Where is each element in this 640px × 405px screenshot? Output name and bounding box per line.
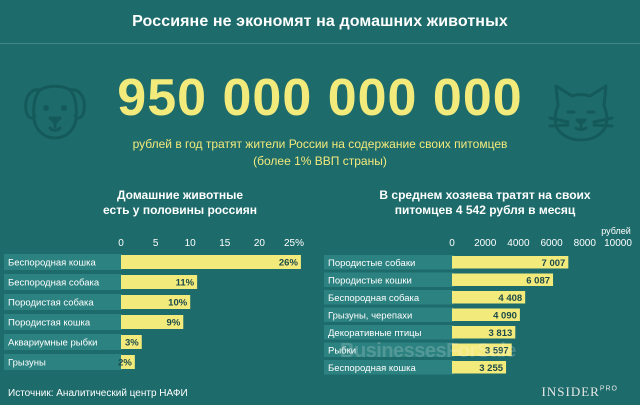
chart1-category-band [4, 354, 122, 370]
chart1-category-band [4, 294, 122, 310]
chart1-title-line2: есть у половины россиян [103, 203, 257, 217]
chart1-value-label: 10% [168, 298, 188, 309]
chart2-bar [452, 291, 526, 304]
chart2-category-label: Рыбки [328, 345, 356, 356]
chart1-value-label: 2% [118, 358, 132, 369]
title-divider [0, 43, 640, 44]
chart1-category-band [4, 254, 122, 270]
chart2-axis-label: рублей [601, 226, 631, 236]
chart2-category-band [324, 272, 454, 287]
chart2-tick-label: 8000 [574, 238, 597, 249]
source-note: Источник: Аналитический центр НАФИ [8, 388, 188, 399]
publisher-sup: PRO [599, 385, 618, 393]
chart2-bar [452, 308, 520, 321]
chart2-value-label: 3 255 [479, 363, 503, 374]
chart2-category-label: Породистые собаки [328, 258, 415, 269]
chart1-bar [121, 255, 301, 269]
cat-icon [548, 84, 614, 142]
headline-caption-line1: рублей в год тратят жители России на сод… [132, 137, 508, 151]
chart1-bar [121, 335, 142, 349]
chart2-category-label: Грызуны, черепахи [328, 310, 412, 321]
chart2-tick-label: 6000 [540, 238, 563, 249]
chart2-title-line2: питомцев 4 542 рубля в месяц [394, 203, 576, 217]
chart2-value-label: 3 597 [485, 345, 509, 356]
chart1-value-label: 11% [176, 278, 195, 289]
chart1-tick-label: 20 [254, 238, 266, 249]
chart2-bar [452, 361, 507, 374]
chart1-bar [121, 275, 198, 289]
chart2-category-label: Беспородная кошка [328, 363, 416, 374]
chart2-category-band [324, 290, 454, 305]
chart1-category-label: Породистая собака [8, 298, 94, 309]
chart2-category-label: Породистые кошки [328, 275, 412, 286]
chart1-bar [121, 315, 184, 329]
chart1-value-label: 3% [125, 338, 139, 349]
dog-icon [24, 84, 86, 140]
publisher-logo: INSIDERPRO [542, 384, 618, 400]
chart2-value-label: 4 090 [493, 310, 517, 321]
publisher-name: INSIDER [541, 384, 600, 399]
chart2-bar [452, 273, 554, 286]
chart2-category-band [324, 360, 454, 375]
chart1-bar [121, 355, 135, 369]
headline-caption-line2: (более 1% ВВП страны) [253, 154, 387, 168]
chart1-tick-label: 0 [118, 238, 124, 249]
chart1-category-label: Грызуны [8, 358, 46, 369]
chart2-category-band [324, 307, 454, 322]
chart2-tick-label: 2000 [474, 238, 497, 249]
chart1-bar-chart: 0 5 10 15 20 25% Беспородная кошка 26% Беспородн… [4, 238, 304, 370]
chart2-bar [452, 326, 516, 339]
chart1-category-label: Беспородная кошка [8, 258, 96, 269]
chart2-value-label: 4 408 [498, 293, 522, 304]
chart2-tick-label: 4000 [507, 238, 530, 249]
chart1-category-label: Аквариумные рыбки [8, 338, 98, 349]
chart2-category-label: Декоративные птицы [328, 328, 422, 339]
headline-number: 950 000 000 000 [117, 69, 523, 127]
chart1-category-band [4, 314, 122, 330]
chart2-bar-chart: рублей 0 2000 4000 6000 8000 10000 Породистые с… [324, 226, 632, 375]
chart2-category-band [324, 325, 454, 340]
chart1-tick-label: 10 [185, 238, 197, 249]
chart2-tick-label: 10000 [604, 238, 632, 249]
headline-caption: рублей в год тратят жители России на сод… [0, 136, 640, 170]
chart2-bar [452, 256, 569, 269]
chart2-category-band [324, 255, 454, 270]
watermark: BusinessesForSale [340, 340, 517, 362]
chart1-tick-label: 15 [219, 238, 231, 249]
chart1-title: Домашние животные есть у половины россия… [70, 188, 290, 218]
chart1-title-line1: Домашние животные [116, 188, 244, 202]
chart1-value-label: 26% [279, 258, 299, 269]
chart2-tick-label: 0 [449, 238, 455, 249]
chart1-bar [121, 295, 191, 309]
chart2-title: В среднем хозяева тратят на своих питомц… [350, 188, 620, 218]
chart1-category-band [4, 274, 122, 290]
chart2-value-label: 6 087 [526, 275, 550, 286]
chart1-tick-label: 5 [153, 238, 159, 249]
chart2-value-label: 3 813 [489, 328, 513, 339]
chart1-value-label: 9% [167, 318, 181, 329]
page-title: Россияне не экономят на домашних животны… [132, 13, 508, 30]
chart1-category-label: Породистая кошка [8, 318, 91, 329]
chart2-category-band [324, 342, 454, 357]
chart1-category-label: Беспородная собака [8, 278, 100, 289]
chart1-tick-label: 25% [284, 238, 304, 249]
chart2-bar [452, 343, 512, 356]
chart2-category-label: Беспородная собака [328, 293, 420, 304]
chart2-value-label: 7 007 [542, 258, 566, 269]
chart2-title-line1: В среднем хозяева тратят на своих [379, 188, 591, 202]
chart1-category-band [4, 334, 122, 350]
